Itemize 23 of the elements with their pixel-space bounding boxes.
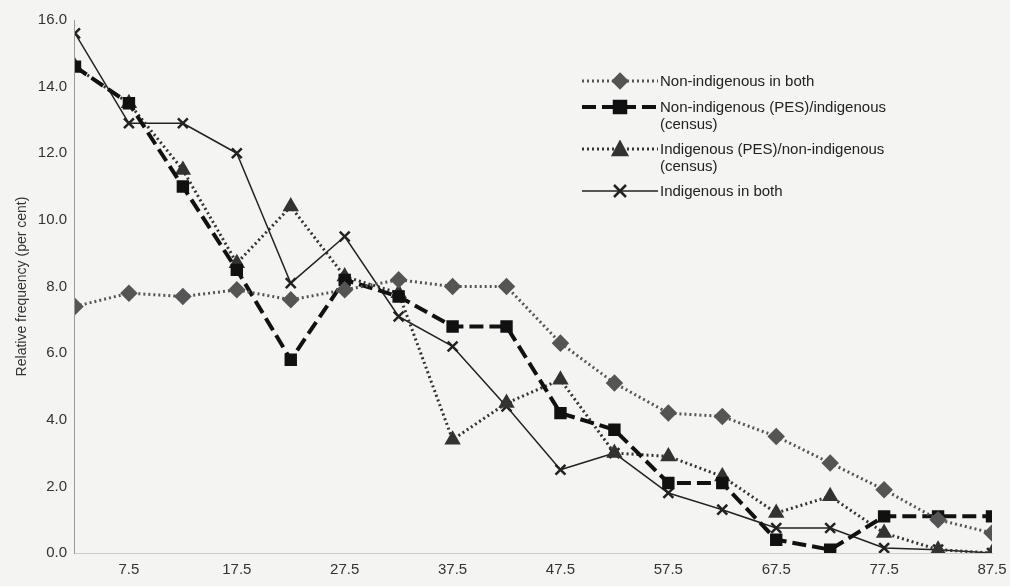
legend-label: Non-indigenous (PES)/indigenous (census) xyxy=(660,98,887,132)
y-tick-label: 8.0 xyxy=(46,276,67,294)
x-tick-label: 27.5 xyxy=(330,560,360,578)
legend-label: Non-indigenous in both xyxy=(660,72,816,89)
x-tick-label: 77.5 xyxy=(869,560,899,578)
x-tick-label: 57.5 xyxy=(653,560,683,578)
y-tick-label: 0.0 xyxy=(46,543,67,561)
x-tick-label: 47.5 xyxy=(545,560,576,578)
y-tick-label: 6.0 xyxy=(46,343,67,361)
y-tick-label: 10.0 xyxy=(37,210,67,228)
y-tick-label: 14.0 xyxy=(37,76,67,94)
x-tick-label: 67.5 xyxy=(761,560,791,578)
y-tick-label: 12.0 xyxy=(37,143,67,161)
y-tick-label: 16.0 xyxy=(37,10,67,28)
legend-label: Indigenous in both xyxy=(660,182,784,199)
x-tick-label: 37.5 xyxy=(437,560,468,578)
x-tick-label: 17.5 xyxy=(222,560,252,578)
y-axis-title: Relative frequency (per cent) xyxy=(13,196,30,377)
legend-label: Indigenous (PES)/non-indigenous (census) xyxy=(660,140,886,174)
y-tick-label: 2.0 xyxy=(46,476,67,494)
x-tick-label: 87.5 xyxy=(977,560,1007,578)
x-tick-label: 7.5 xyxy=(118,560,140,578)
y-tick-label: 4.0 xyxy=(46,409,67,427)
